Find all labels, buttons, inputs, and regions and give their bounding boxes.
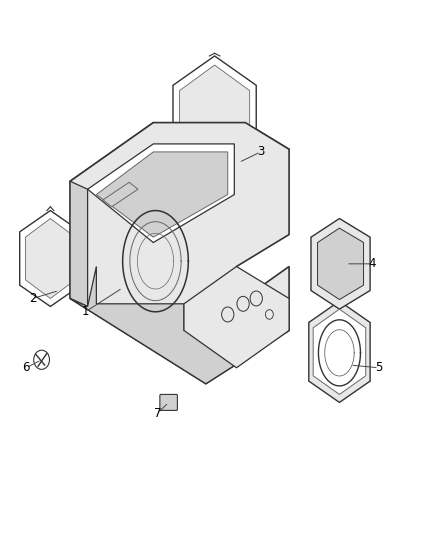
Text: 2: 2 [29, 292, 37, 305]
Text: 4: 4 [368, 257, 376, 270]
Polygon shape [318, 228, 364, 300]
Polygon shape [70, 123, 289, 384]
Polygon shape [96, 152, 228, 237]
Polygon shape [180, 65, 250, 152]
Polygon shape [70, 181, 88, 306]
Polygon shape [20, 211, 81, 306]
Text: 5: 5 [375, 361, 382, 374]
Text: 7: 7 [154, 407, 162, 419]
Polygon shape [103, 182, 138, 207]
Polygon shape [309, 301, 370, 402]
Polygon shape [25, 219, 75, 298]
Polygon shape [173, 56, 256, 163]
Polygon shape [313, 309, 366, 394]
Polygon shape [70, 266, 289, 384]
Text: 3: 3 [257, 146, 264, 158]
Text: 1: 1 [81, 305, 89, 318]
Text: 6: 6 [22, 361, 30, 374]
Polygon shape [184, 266, 289, 368]
Polygon shape [311, 219, 370, 309]
FancyBboxPatch shape [160, 394, 177, 410]
Polygon shape [88, 144, 234, 243]
